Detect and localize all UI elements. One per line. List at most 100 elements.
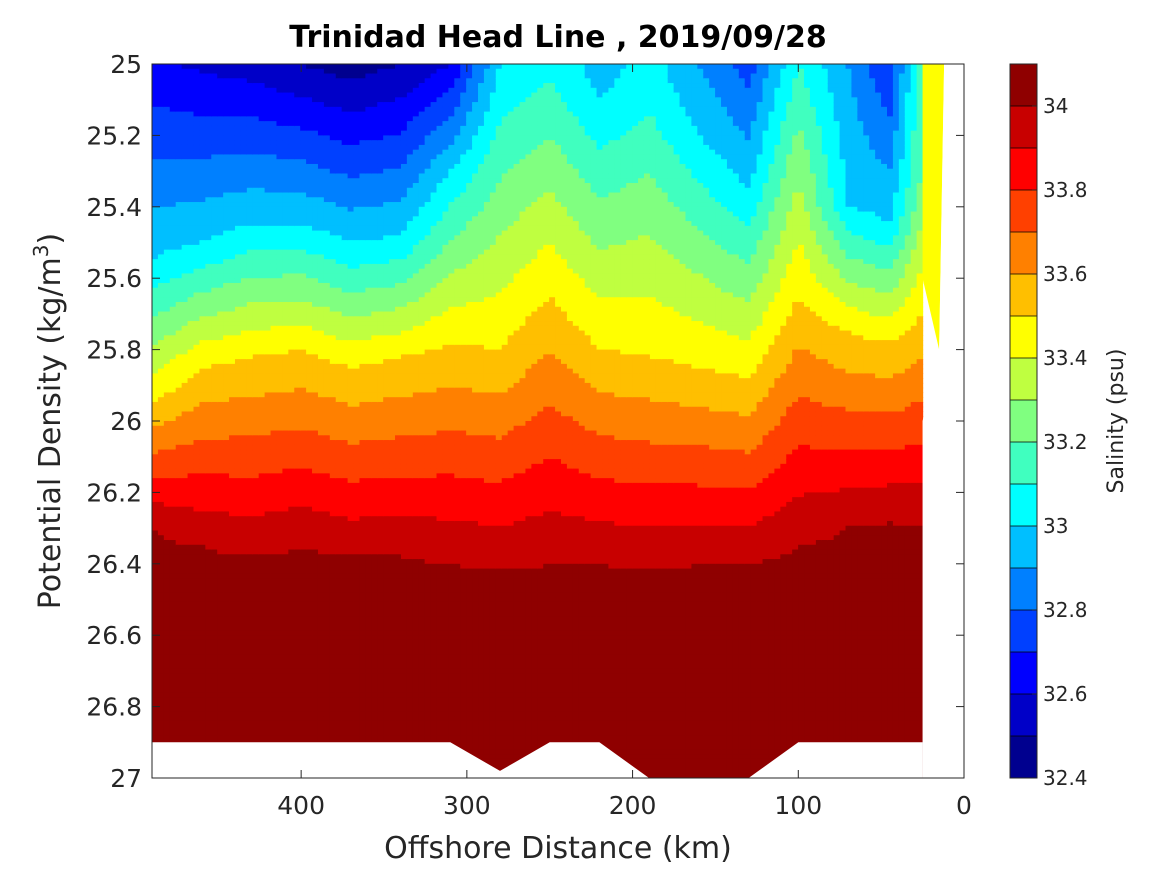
contour-cell: [152, 287, 159, 294]
contour-cell: [335, 263, 343, 270]
contour-cell: [152, 68, 159, 75]
contour-cell: [169, 78, 177, 84]
contour-cell: [175, 478, 183, 484]
contour-cell: [163, 221, 171, 227]
contour-cell: [152, 487, 159, 493]
contour-cell: [152, 730, 159, 736]
contour-cell: [329, 597, 337, 603]
contour-cell: [157, 525, 165, 532]
contour-cell: [323, 349, 331, 355]
contour-cell: [300, 221, 307, 227]
contour-cell: [181, 411, 189, 417]
contour-cell: [306, 292, 313, 298]
contour-cell: [246, 106, 254, 113]
contour-cell: [157, 559, 165, 565]
contour-cell: [234, 430, 242, 436]
contour-cell: [306, 482, 313, 489]
contour-cell: [300, 559, 307, 565]
contour-cell: [229, 64, 236, 70]
contour-cell: [306, 435, 313, 441]
contour-cell: [193, 121, 201, 127]
contour-cell: [294, 183, 301, 189]
contour-cell: [347, 173, 355, 179]
contour-cell: [317, 468, 325, 474]
contour-cell: [246, 459, 254, 465]
contour-cell: [240, 725, 248, 731]
contour-cell: [229, 430, 236, 436]
contour-cell: [306, 282, 313, 289]
contour-cell: [300, 368, 307, 374]
contour-cell: [234, 730, 242, 736]
contour-cell: [258, 183, 266, 189]
contour-cell: [240, 368, 248, 374]
contour-cell: [157, 401, 165, 408]
contour-cell: [175, 373, 183, 379]
contour-cell: [270, 735, 278, 741]
contour-cell: [240, 206, 248, 213]
contour-cell: [323, 273, 331, 279]
contour-cell: [181, 187, 189, 194]
contour-cell: [234, 411, 242, 417]
contour-cell: [229, 149, 236, 156]
contour-cell: [270, 444, 278, 451]
contour-cell: [169, 297, 177, 303]
contour-cell: [270, 382, 278, 389]
contour-cell: [199, 644, 206, 651]
contour-cell: [169, 592, 177, 598]
contour-cell: [163, 363, 171, 370]
contour-cell: [240, 573, 248, 579]
contour-cell: [193, 368, 201, 374]
contour-cell: [217, 306, 224, 313]
contour-cell: [163, 292, 171, 298]
contour-cell: [294, 706, 301, 712]
contour-cell: [341, 620, 349, 627]
contour-cell: [288, 535, 295, 541]
contour-cell: [270, 635, 278, 641]
contour-cell: [163, 516, 171, 522]
contour-cell: [157, 87, 165, 94]
contour-cell: [175, 321, 183, 327]
contour-cell: [329, 530, 337, 536]
contour-cell: [276, 639, 284, 646]
contour-cell: [223, 725, 230, 731]
contour-cell: [276, 568, 284, 574]
contour-cell: [258, 259, 266, 265]
contour-cell: [300, 673, 307, 679]
contour-cell: [193, 78, 201, 84]
contour-cell: [306, 240, 313, 246]
contour-cell: [152, 601, 159, 608]
contour-cell: [169, 83, 177, 89]
contour-cell: [152, 611, 159, 617]
contour-cell: [252, 178, 260, 184]
contour-cell: [312, 425, 319, 432]
contour-cell: [211, 644, 218, 651]
contour-cell: [193, 649, 201, 655]
contour-cell: [157, 554, 165, 560]
contour-cell: [294, 673, 301, 679]
contour-cell: [282, 620, 289, 627]
contour-cell: [199, 492, 206, 498]
contour-cell: [270, 597, 278, 603]
contour-cell: [317, 230, 325, 236]
contour-cell: [187, 130, 195, 136]
contour-cell: [157, 292, 165, 298]
contour-cell: [163, 359, 171, 365]
contour-cell: [270, 311, 278, 317]
contour-cell: [282, 292, 289, 298]
contour-cell: [152, 435, 159, 441]
contour-cell: [264, 606, 272, 612]
contour-cell: [258, 554, 266, 560]
contour-cell: [335, 649, 343, 655]
contour-cell: [300, 611, 307, 617]
contour-cell: [217, 582, 224, 589]
contour-cell: [288, 135, 295, 141]
contour-cell: [152, 202, 159, 208]
contour-cell: [169, 235, 177, 241]
contour-cell: [288, 601, 295, 608]
contour-cell: [217, 659, 224, 665]
contour-cell: [312, 682, 319, 689]
contour-cell: [294, 392, 301, 398]
contour-cell: [288, 359, 295, 365]
contour-cell: [175, 325, 183, 332]
contour-cell: [193, 592, 201, 598]
